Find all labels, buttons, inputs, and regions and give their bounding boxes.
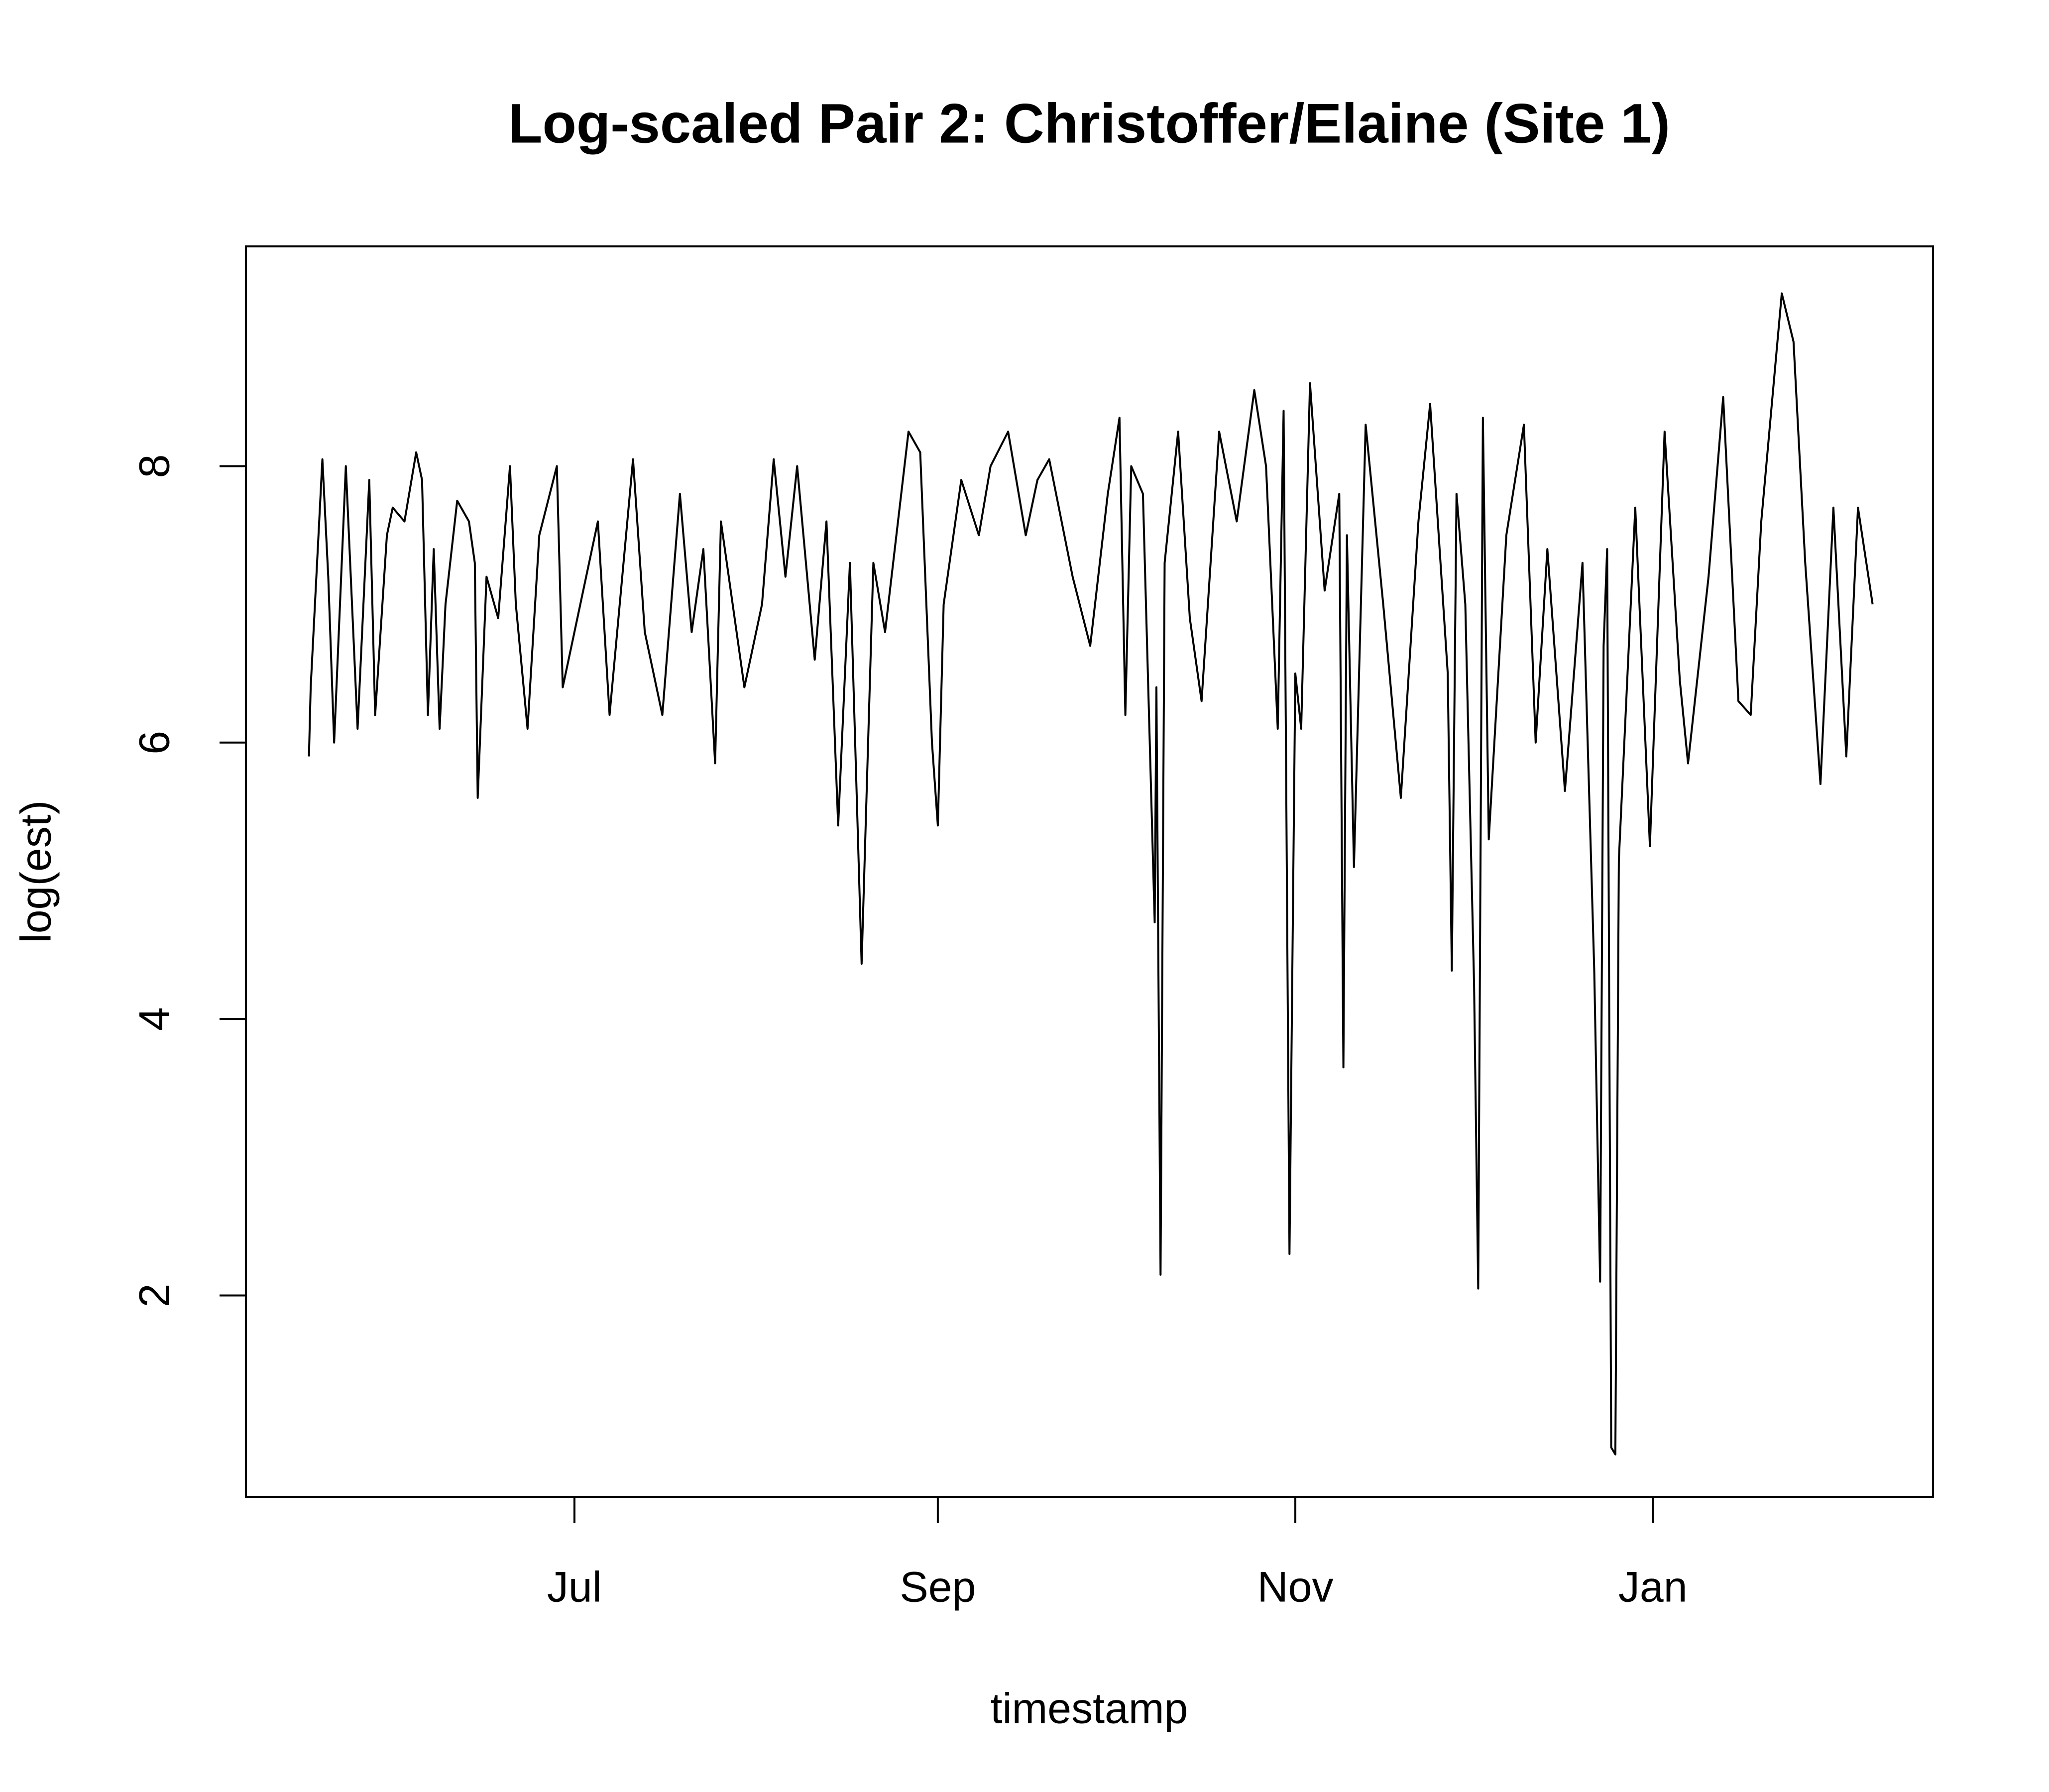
x-tick-label: Jan — [1618, 1564, 1688, 1611]
y-tick-label: 2 — [131, 1284, 179, 1308]
chart-title: Log-scaled Pair 2: Christoffer/Elaine (S… — [508, 93, 1670, 155]
x-tick-label: Sep — [900, 1564, 976, 1611]
y-tick-label: 4 — [131, 1007, 179, 1031]
x-tick-label: Jul — [547, 1564, 602, 1611]
y-axis-label: log(est) — [12, 800, 60, 943]
x-tick-label: Nov — [1257, 1564, 1334, 1611]
y-tick-label: 8 — [131, 454, 179, 478]
x-axis-label: timestamp — [991, 1685, 1188, 1733]
y-tick-label: 6 — [131, 731, 179, 755]
plot-frame — [245, 245, 1934, 1498]
data-line — [308, 292, 1874, 1456]
